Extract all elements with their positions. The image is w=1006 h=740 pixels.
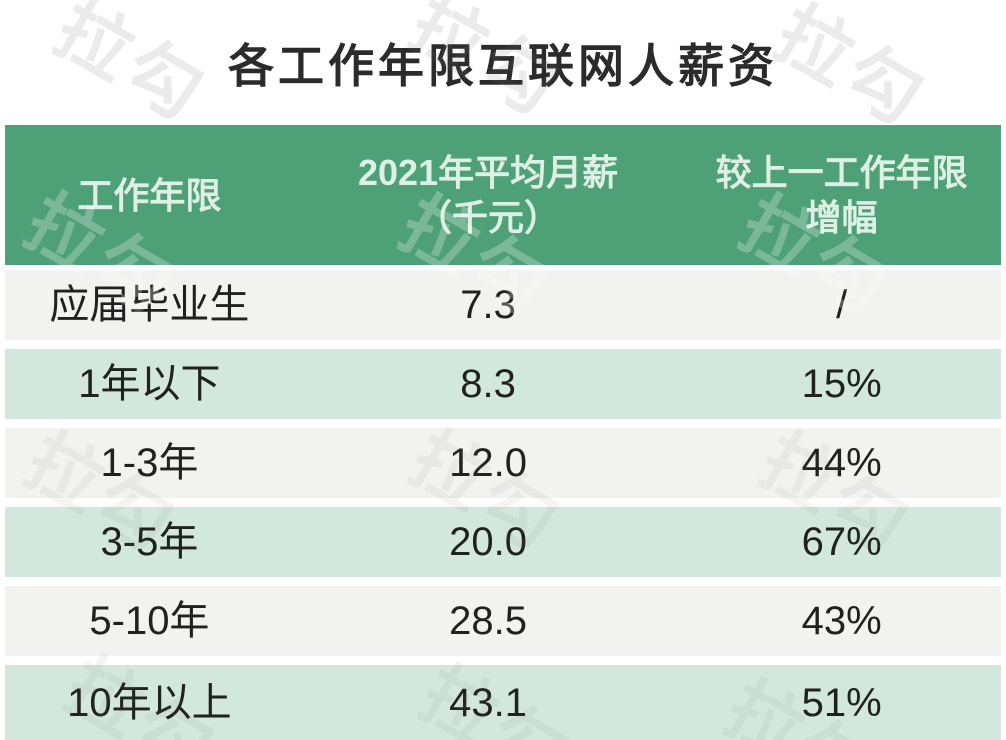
table-row: 1-3年 12.0 44% <box>5 428 1001 498</box>
row-cell-growth: 44% <box>801 441 882 485</box>
salary-table: 工作年限 2021年平均月薪 （千元） 较上一工作年限 增幅 应届毕业生 7.3… <box>5 125 1001 740</box>
row-cell-salary: 12.0 <box>449 441 527 485</box>
header-cell-salary: 2021年平均月薪 （千元） <box>294 150 682 240</box>
table-row: 3-5年 20.0 67% <box>5 507 1001 577</box>
header-cell-years: 工作年限 <box>5 173 294 218</box>
row-cell-growth: 15% <box>801 362 882 406</box>
row-cell-years: 1年以下 <box>78 362 221 406</box>
row-cell-growth: 43% <box>801 599 882 643</box>
header-cell-growth: 较上一工作年限 增幅 <box>682 150 1001 240</box>
header-years-label: 工作年限 <box>77 174 222 216</box>
page-title: 各工作年限互联网人薪资 <box>228 39 778 92</box>
table-header: 工作年限 2021年平均月薪 （千元） 较上一工作年限 增幅 <box>5 125 1001 265</box>
header-growth-line1: 较上一工作年限 <box>715 152 968 193</box>
row-cell-years: 应届毕业生 <box>49 283 250 327</box>
row-cell-years: 1-3年 <box>100 441 199 485</box>
row-cell-salary: 7.3 <box>460 283 516 327</box>
table-row: 10年以上 43.1 51% <box>5 665 1001 740</box>
table-row: 5-10年 28.5 43% <box>5 586 1001 656</box>
header-salary-line1: 2021年平均月薪 <box>358 152 619 193</box>
row-cell-years: 10年以上 <box>67 680 232 725</box>
table-row: 1年以下 8.3 15% <box>5 349 1001 419</box>
row-cell-years: 5-10年 <box>89 599 210 643</box>
row-cell-years: 3-5年 <box>100 520 199 564</box>
row-cell-growth: 67% <box>801 520 882 564</box>
table-row: 应届毕业生 7.3 / <box>5 270 1001 340</box>
title-band: 各工作年限互联网人薪资 <box>0 0 1006 125</box>
row-cell-salary: 8.3 <box>460 362 516 406</box>
row-cell-growth: / <box>836 283 848 327</box>
row-cell-salary: 20.0 <box>449 520 527 564</box>
header-growth-line2: 增幅 <box>805 197 878 238</box>
row-cell-salary: 43.1 <box>449 680 527 725</box>
row-cell-growth: 51% <box>801 680 882 725</box>
row-cell-salary: 28.5 <box>449 599 527 643</box>
header-salary-line2: （千元） <box>416 197 561 238</box>
